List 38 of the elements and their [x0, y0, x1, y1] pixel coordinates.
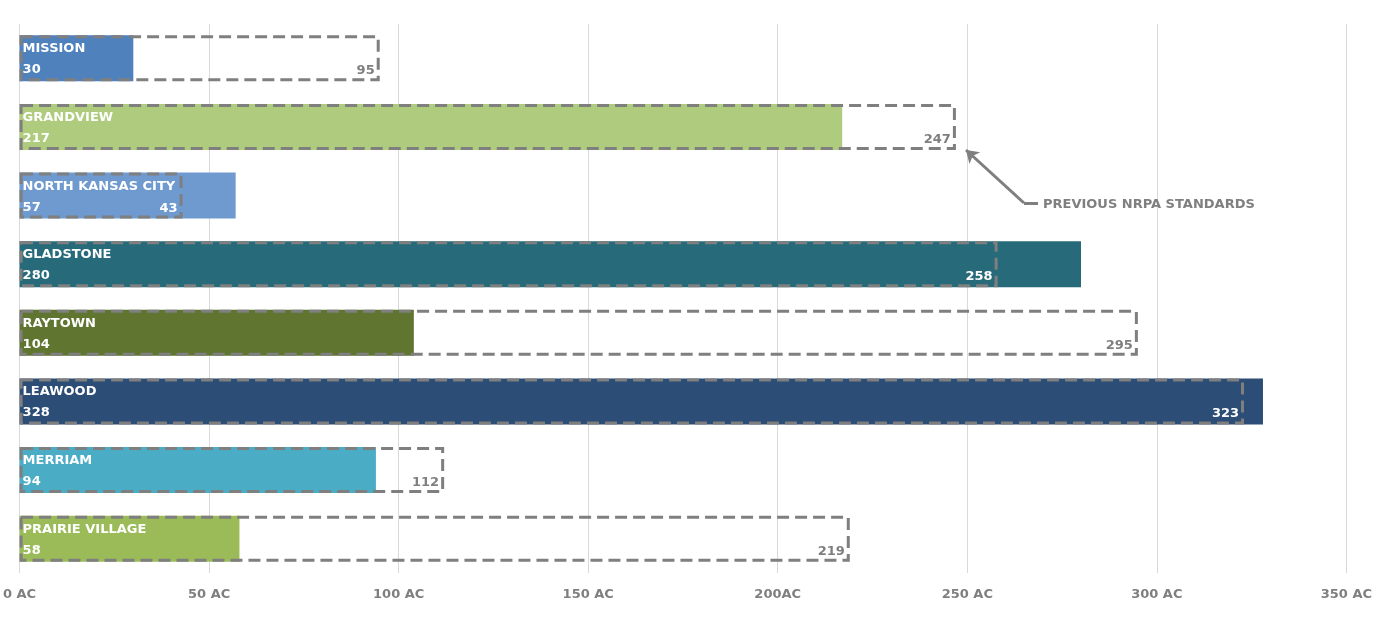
data-label: 280: [22, 267, 50, 283]
y-tick-label: GLADSTONE: [22, 246, 112, 262]
annotation: PREVIOUS NRPA STANDARDS: [1043, 195, 1255, 211]
data-label: 112: [412, 474, 440, 490]
data-label: 247: [923, 130, 951, 146]
data-label: 219: [817, 542, 845, 558]
y-tick-label: PRAIRIE VILLAGE: [22, 520, 147, 536]
data-label: 58: [22, 541, 41, 557]
x-tick-label: 200AC: [754, 586, 802, 601]
y-tick-label: RAYTOWN: [22, 314, 96, 330]
y-tick-label: MERRIAM: [22, 452, 93, 468]
x-tick-label: 50 AC: [188, 586, 231, 601]
x-tick-label: 300 AC: [1131, 586, 1183, 601]
data-label: 258: [965, 268, 993, 284]
y-tick-label: LEAWOOD: [22, 383, 97, 399]
y-tick-label: GRANDVIEW: [22, 108, 114, 124]
bar: [19, 172, 183, 219]
y-tick-label: NORTH KANSAS CITY: [22, 177, 176, 193]
data-label: 43: [159, 199, 178, 215]
data-label: 95: [356, 62, 375, 78]
data-label: 30: [22, 61, 41, 77]
x-tick-label: 250 AC: [941, 586, 993, 601]
bar: [19, 309, 1138, 356]
x-tick-label: 350 AC: [1320, 586, 1372, 601]
x-tick-label: 100 AC: [373, 586, 425, 601]
data-label: 57: [22, 198, 41, 214]
data-label: 328: [22, 404, 50, 420]
data-label: 295: [1105, 336, 1133, 352]
data-label: 217: [22, 129, 50, 145]
data-label: 323: [1211, 405, 1240, 421]
y-tick-label: MISSION: [22, 40, 86, 56]
x-tick-label: 150 AC: [562, 586, 614, 601]
bar: [19, 515, 850, 562]
bar: [19, 35, 380, 82]
x-tick-label: 0 AC: [2, 586, 37, 601]
data-label: 104: [22, 335, 50, 351]
bar: [19, 447, 445, 494]
data-label: 94: [22, 473, 41, 489]
